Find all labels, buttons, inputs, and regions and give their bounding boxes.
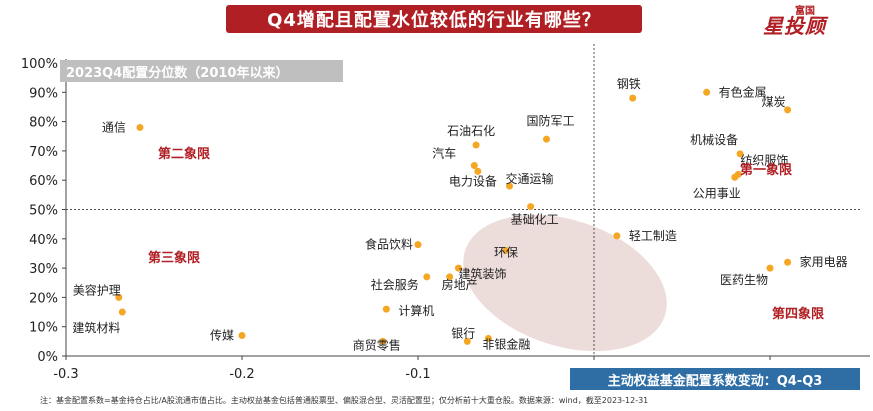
y-tick-label: 10% bbox=[29, 321, 58, 336]
y-tick-label: 30% bbox=[29, 262, 58, 277]
point-marker bbox=[613, 232, 621, 240]
point-label: 有色金属 bbox=[719, 84, 767, 99]
y-tick-label: 60% bbox=[29, 174, 58, 189]
point-label: 医药生物 bbox=[720, 273, 768, 287]
point-label: 房地产 bbox=[442, 277, 478, 292]
y-tick-label: 90% bbox=[29, 86, 58, 101]
y-tick-label: 0% bbox=[37, 350, 58, 365]
point-marker bbox=[736, 150, 744, 158]
point-marker bbox=[474, 167, 482, 175]
y-tick-label: 50% bbox=[29, 204, 58, 219]
point-label: 煤炭 bbox=[762, 95, 786, 109]
point-marker bbox=[382, 305, 390, 313]
y-tick-label: 80% bbox=[29, 116, 58, 131]
logo-small-text: 富国 bbox=[795, 6, 815, 17]
point-marker bbox=[379, 337, 387, 345]
highlight-ellipse bbox=[463, 214, 667, 352]
point-label: 钢铁 bbox=[617, 77, 641, 91]
point-marker bbox=[463, 337, 471, 345]
point-marker bbox=[472, 141, 480, 149]
y-tick-label: 70% bbox=[29, 145, 58, 160]
point-marker bbox=[629, 94, 637, 102]
point-marker bbox=[542, 135, 550, 143]
point-label: 商贸零售 bbox=[353, 337, 401, 352]
point-label: 建筑材料 bbox=[72, 320, 120, 335]
point-marker bbox=[784, 258, 792, 266]
quadrant-label: 第四象限 bbox=[772, 306, 825, 322]
point-label: 环保 bbox=[494, 246, 518, 260]
point-label: 机械设备 bbox=[690, 132, 738, 147]
quadrant-label: 第三象限 bbox=[148, 250, 201, 266]
point-marker bbox=[731, 173, 739, 181]
point-marker bbox=[118, 308, 126, 316]
point-marker bbox=[484, 334, 492, 342]
point-label: 计算机 bbox=[398, 303, 434, 318]
point-marker bbox=[115, 293, 123, 301]
point-marker bbox=[527, 203, 535, 211]
point-marker bbox=[454, 264, 462, 272]
point-marker bbox=[766, 264, 774, 272]
point-label: 美容护理 bbox=[73, 282, 121, 297]
point-marker bbox=[506, 182, 514, 190]
tick-labels: 0% 10% 20% 30% 40% 50% 60% 70% 80% 90% 100% -0.3 -0.… bbox=[21, 57, 781, 382]
point-marker bbox=[502, 247, 510, 255]
point-label: 传媒 bbox=[210, 327, 234, 342]
point-label: 轻工制造 bbox=[629, 229, 677, 243]
logo-big-text: 星投顾 bbox=[763, 14, 826, 38]
point-marker bbox=[423, 273, 431, 281]
x-tick-label: -0.1 bbox=[405, 367, 430, 382]
reference-lines bbox=[66, 44, 862, 356]
y-axis-title: 2023Q4配置分位数（2010年以来） bbox=[60, 60, 343, 82]
point-marker bbox=[414, 241, 422, 249]
point-label: 公用事业 bbox=[693, 186, 741, 200]
point-label: 建筑装饰 bbox=[458, 266, 506, 281]
point-label: 家用电器 bbox=[800, 254, 848, 269]
point-label: 纺织服饰 bbox=[740, 153, 788, 167]
point-label: 国防军工 bbox=[526, 113, 574, 128]
x-axis-title: 主动权益基金配置系数变动：Q4-Q3 bbox=[570, 368, 860, 390]
y-tick-label: 100% bbox=[21, 57, 58, 72]
x-tick-label: -0.2 bbox=[229, 367, 254, 382]
point-label: 通信 bbox=[102, 120, 126, 134]
point-marker bbox=[136, 123, 144, 131]
axes bbox=[65, 59, 870, 357]
point-label: 银行 bbox=[451, 326, 475, 340]
point-label: 电力设备 bbox=[449, 174, 497, 188]
y-tick-label: 40% bbox=[29, 233, 58, 248]
quadrant-label: 第二象限 bbox=[158, 146, 211, 162]
point-label: 交通运输 bbox=[506, 171, 554, 186]
point-label: 石油石化 bbox=[447, 124, 495, 138]
chart-title: Q4增配且配置水位较低的行业有哪些？ bbox=[226, 5, 642, 33]
point-label: 非银金融 bbox=[482, 336, 530, 351]
point-label: 汽车 bbox=[432, 146, 456, 161]
point-label: 社会服务 bbox=[371, 277, 419, 292]
footnote: 注：基金配置系数=基金持仓占比/A股流通市值占比。主动权益基金包括普通股票型、偏… bbox=[40, 396, 649, 405]
quadrant-label: 第一象限 bbox=[740, 162, 793, 178]
point-label: 基础化工 bbox=[511, 213, 559, 227]
y-tick-label: 20% bbox=[29, 291, 58, 306]
x-tick-label: -0.3 bbox=[53, 367, 78, 382]
point-marker bbox=[446, 273, 454, 281]
point-marker bbox=[470, 162, 478, 170]
point-marker bbox=[238, 331, 246, 339]
point-label: 食品饮料 bbox=[365, 237, 413, 252]
brand-logo: 富国 星投顾 bbox=[761, 2, 861, 38]
point-marker bbox=[784, 106, 792, 114]
point-marker bbox=[703, 88, 711, 96]
